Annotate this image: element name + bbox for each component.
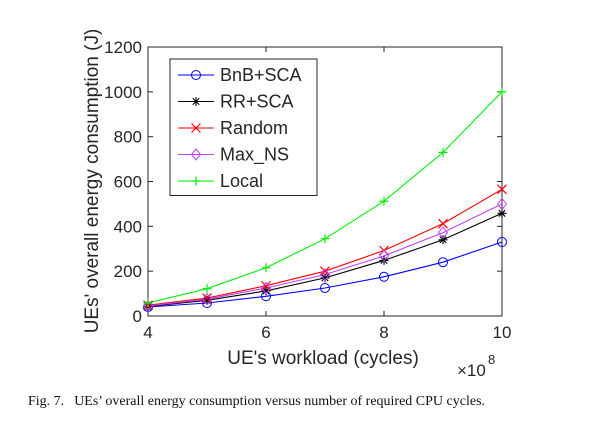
data-point-max-ns <box>496 197 508 211</box>
data-point-local <box>438 147 448 157</box>
legend-label-local: Local <box>220 171 263 191</box>
legend-label-random: Random <box>220 118 288 138</box>
data-point-max-ns <box>319 268 331 281</box>
data-point-local <box>143 298 153 308</box>
data-point-rr-sca <box>379 255 389 265</box>
y-tick-label: 600 <box>114 173 142 192</box>
data-point-rr-sca <box>438 235 448 245</box>
legend-label-bnb-sca: BnB+SCA <box>220 65 302 85</box>
caption-text: UEs’ overall energy consumption versus n… <box>74 394 486 409</box>
x-axis-label: UE's workload (cycles) <box>227 348 419 369</box>
data-point-local <box>497 87 507 97</box>
data-point-max-ns <box>378 249 390 263</box>
x-tick-label: 6 <box>261 323 270 342</box>
x-tick-label: 8 <box>379 323 388 342</box>
data-point-random <box>438 218 448 229</box>
data-point-random <box>497 184 507 195</box>
y-tick-label: 800 <box>114 128 142 147</box>
data-point-max-ns <box>142 299 154 313</box>
y-tick-label: 1200 <box>104 38 142 57</box>
data-point-rr-sca <box>320 273 330 283</box>
data-point-bnb-sca <box>438 257 448 268</box>
data-point-rr-sca <box>497 208 507 218</box>
data-point-rr-sca <box>202 295 212 305</box>
data-point-random <box>320 266 330 277</box>
data-point-random <box>261 280 271 291</box>
legend-marker-bnb-sca <box>191 70 201 80</box>
energy-consumption-chart: 0 200 400 600 800 1000 1200 4 6 8 10 BnB+SCA RR+SC… <box>82 29 512 380</box>
data-point-local <box>261 263 271 273</box>
y-tick-label: 200 <box>114 262 142 281</box>
y-axis-label: UEs' overall energy consumption (J) <box>82 29 103 334</box>
data-point-max-ns <box>260 281 272 295</box>
legend-marker-rr-sca <box>191 97 201 106</box>
data-point-max-ns <box>201 292 213 306</box>
data-point-max-ns <box>437 226 449 239</box>
data-point-bnb-sca <box>497 237 507 248</box>
legend-label-rr-sca: RR+SCA <box>220 92 294 112</box>
figure-number: Fig. 7. <box>28 394 65 409</box>
y-tick-label: 400 <box>114 217 142 236</box>
x-multiplier-base: ×10 <box>457 361 486 380</box>
legend-marker-random <box>191 123 201 133</box>
y-tick-label: 0 <box>133 307 142 326</box>
legend-marker-local <box>191 176 201 186</box>
x-multiplier-exponent: 8 <box>488 352 495 367</box>
legend-label-max-ns: Max_NS <box>220 145 289 166</box>
legend-marker-max-ns <box>190 148 202 161</box>
y-tick-label: 1000 <box>104 83 142 102</box>
data-point-local <box>379 196 389 206</box>
data-point-bnb-sca <box>379 271 389 282</box>
figure-caption: Fig. 7. UEs’ overall energy consumption v… <box>28 392 580 411</box>
x-tick-label: 4 <box>143 323 152 342</box>
x-tick-label: 10 <box>493 323 512 342</box>
data-point-bnb-sca <box>320 282 330 293</box>
data-point-rr-sca <box>261 286 271 296</box>
x-axis-multiplier: ×10 8 <box>457 352 495 380</box>
data-point-local <box>202 284 212 294</box>
data-point-local <box>320 234 330 244</box>
